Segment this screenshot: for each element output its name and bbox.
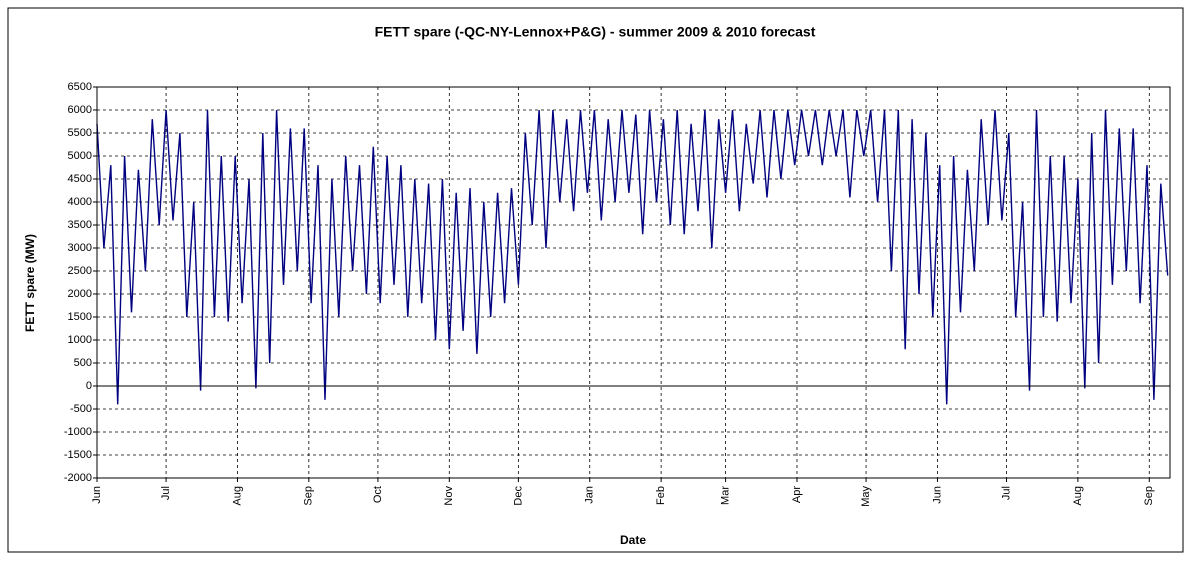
y-axis-label: FETT spare (MW) xyxy=(23,234,37,332)
x-tick-label: Apr xyxy=(791,486,803,503)
y-tick-label: -1000 xyxy=(64,426,92,438)
y-tick-label: 3500 xyxy=(68,219,92,231)
y-tick-label: 5500 xyxy=(68,127,92,139)
y-tick-label: 2500 xyxy=(68,265,92,277)
y-tick-label: 0 xyxy=(86,380,92,392)
y-tick-label: 6500 xyxy=(68,81,92,93)
x-tick-label: Jun xyxy=(931,486,943,504)
x-axis-label: Date xyxy=(620,533,646,547)
x-tick-label: Sep xyxy=(1143,486,1155,506)
y-tick-label: 1000 xyxy=(68,334,92,346)
x-tick-label: Jun xyxy=(91,486,103,504)
data-line xyxy=(96,109,1169,405)
x-tick-label: May xyxy=(860,486,872,507)
y-tick-label: 4000 xyxy=(68,196,92,208)
x-tick-label: Mar xyxy=(720,486,732,505)
x-tick-label: Jul xyxy=(160,486,172,500)
x-tick-label: Dec xyxy=(512,486,524,506)
y-tick-label: 3000 xyxy=(68,242,92,254)
y-tick-label: 6000 xyxy=(68,104,92,116)
chart-title: FETT spare (-QC-NY-Lennox+P&G) - summer … xyxy=(375,24,816,40)
y-tick-label: 5000 xyxy=(68,150,92,162)
x-tick-label: Jan xyxy=(584,486,596,504)
x-tick-label: Nov xyxy=(443,486,455,506)
x-tick-label: Sep xyxy=(303,486,315,506)
y-tick-label: 1500 xyxy=(68,311,92,323)
x-tick-label: Jul xyxy=(1000,486,1012,500)
y-tick-label: 500 xyxy=(74,357,92,369)
y-tick-label: -2000 xyxy=(64,472,92,484)
y-tick-label: 4500 xyxy=(68,173,92,185)
x-tick-label: Aug xyxy=(231,486,243,506)
y-tick-label: 2000 xyxy=(68,288,92,300)
x-tick-label: Feb xyxy=(655,486,667,505)
y-tick-label: -1500 xyxy=(64,449,92,461)
x-tick-label: Oct xyxy=(372,486,384,503)
plot-border xyxy=(96,86,1171,479)
y-tick-label: -500 xyxy=(70,403,92,415)
x-tick-label: Aug xyxy=(1072,486,1084,506)
